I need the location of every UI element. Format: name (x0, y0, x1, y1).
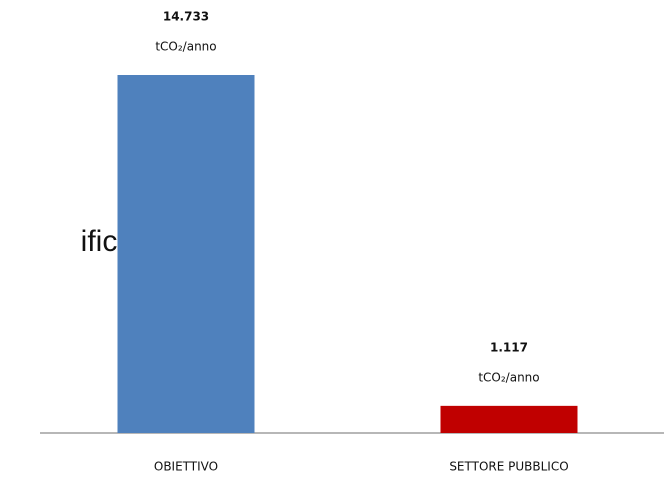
x-tick-label: OBIETTIVO (154, 460, 218, 474)
annotation: ifici (81, 225, 124, 258)
value-unit: tCO₂/anno (155, 40, 216, 54)
value-label: 1.117 (490, 340, 528, 354)
bar (117, 75, 255, 433)
x-tick-label: SETTORE PUBBLICO (449, 460, 568, 474)
bar (440, 405, 578, 433)
value-unit: tCO₂/anno (478, 370, 539, 384)
value-label: 14.733 (163, 10, 209, 24)
